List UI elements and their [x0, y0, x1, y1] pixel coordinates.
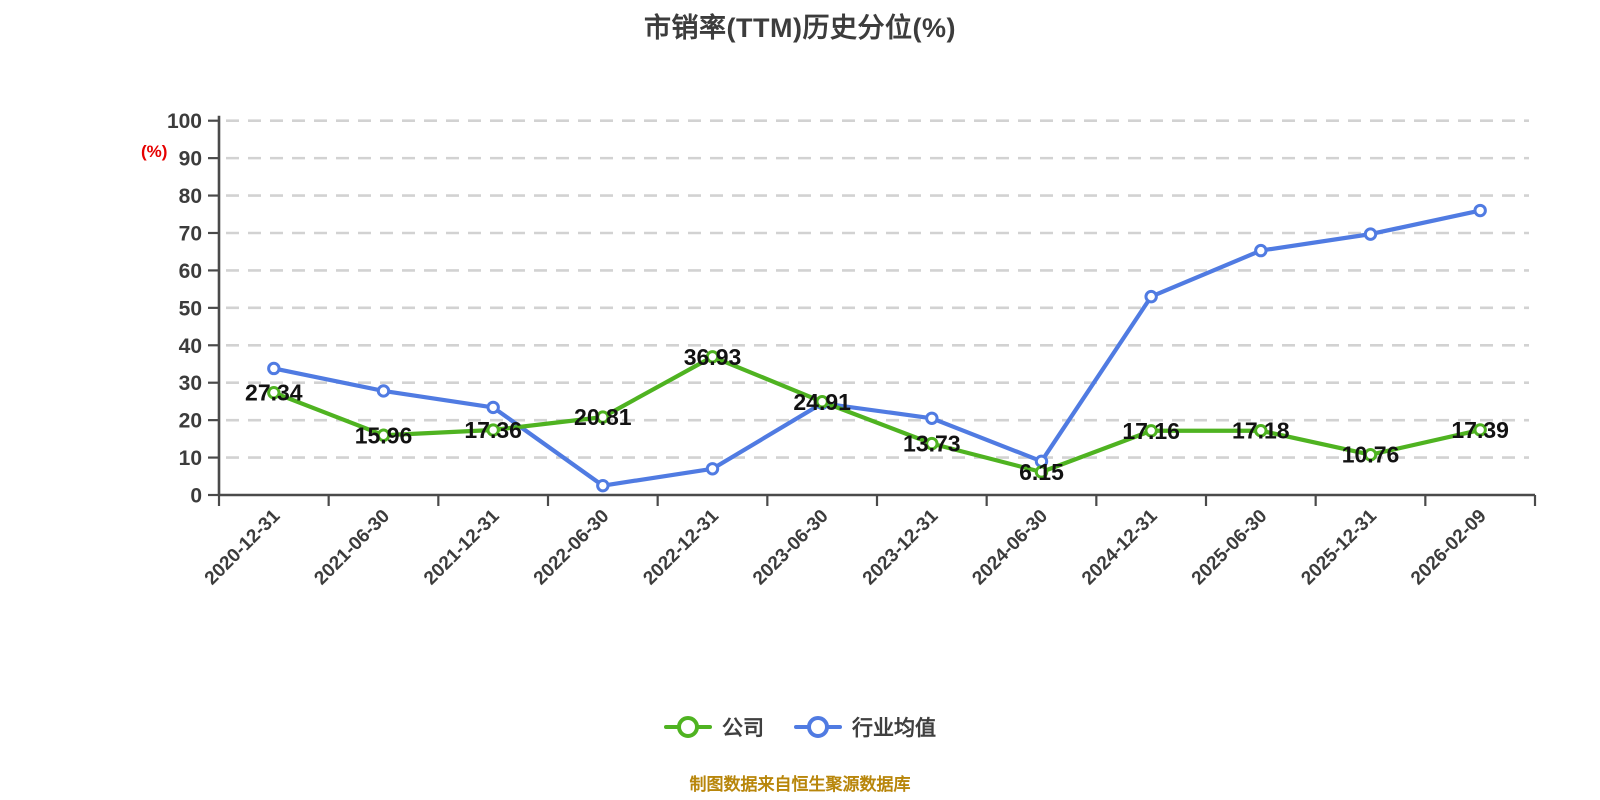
company-data-label: 10.76: [1342, 442, 1400, 468]
industry-series-line: [271, 208, 1483, 488]
data-source-note: 制图数据来自恒生聚源数据库: [689, 775, 911, 794]
x-axis-date-label: 2023-12-31: [859, 505, 943, 589]
y-axis-unit-label: (%): [141, 142, 168, 161]
company-data-label: 17.36: [464, 417, 522, 443]
y-axis-tick-label: 40: [179, 335, 202, 358]
company-data-point: [267, 385, 281, 400]
industry-data-point: [705, 462, 720, 476]
company-data-point: [815, 395, 829, 409]
y-axis-tick-label: 20: [179, 410, 202, 433]
x-axis-date-label: 2024-06-30: [968, 506, 1052, 590]
y-axis-tick-label: 30: [179, 372, 202, 395]
company-data-label: 17.18: [1232, 418, 1290, 444]
industry-legend-marker-icon: [794, 715, 842, 739]
company-data-point: [1144, 424, 1158, 438]
legend-item-company[interactable]: 公司: [664, 712, 764, 742]
company-legend-marker-icon: [664, 715, 712, 739]
company-data-label: 36.93: [684, 344, 742, 370]
company-data-point: [486, 423, 500, 437]
x-axis-date-label: 2025-06-30: [1188, 506, 1272, 590]
company-data-point: [596, 410, 610, 424]
industry-data-point: [1254, 243, 1268, 258]
company-data-label: 17.16: [1122, 418, 1180, 444]
company-data-label: 17.39: [1451, 417, 1509, 443]
x-axis-date-label: 2023-06-30: [749, 506, 833, 590]
company-data-point: [1254, 423, 1268, 438]
industry-data-point: [925, 411, 939, 425]
chart-legend: 公司 行业均值: [0, 712, 1600, 742]
company-series-line: [271, 354, 1483, 475]
company-data-label: 13.73: [903, 431, 961, 457]
y-axis-tick-label: 60: [179, 260, 202, 283]
x-axis-date-label: 2025-12-31: [1297, 505, 1381, 589]
x-axis-date-label: 2021-06-30: [310, 506, 394, 590]
industry-data-point: [376, 384, 391, 398]
x-axis-date-label: 2020-12-31: [201, 505, 285, 589]
y-axis-tick-label: 80: [179, 185, 202, 208]
industry-data-point: [486, 400, 500, 415]
company-data-point: [705, 350, 720, 364]
y-axis-tick-label: 90: [179, 148, 202, 171]
chart-title: 市销率(TTM)历史分位(%): [644, 13, 956, 43]
company-data-point: [1363, 448, 1378, 462]
industry-data-point: [1144, 289, 1158, 304]
legend-item-industry-average[interactable]: 行业均值: [794, 712, 936, 742]
y-axis-tick-label: 100: [167, 110, 202, 133]
company-data-label: 20.81: [574, 404, 632, 430]
y-axis-tick-label: 10: [179, 447, 202, 470]
industry-data-point: [596, 478, 610, 493]
x-axis-date-label: 2024-12-31: [1078, 505, 1162, 589]
x-axis-date-label: 2022-06-30: [530, 506, 614, 590]
company-data-label: 27.34: [245, 380, 303, 406]
x-axis-date-label: 2026-02-09: [1407, 506, 1491, 590]
legend-label-industry-average: 行业均值: [852, 717, 936, 740]
company-data-point: [925, 436, 939, 451]
company-data-label: 6.15: [1019, 459, 1064, 485]
company-data-point: [376, 428, 391, 442]
industry-data-point: [1473, 203, 1487, 218]
company-data-label: 15.96: [355, 422, 413, 448]
industry-data-point: [267, 361, 281, 376]
legend-label-company: 公司: [722, 717, 764, 740]
x-axis-date-label: 2021-12-31: [420, 505, 504, 589]
chart-canvas: 0 10 20 30 40 50 60 70 80 90 100 2020-12-31 2021-06-…: [167, 110, 1537, 590]
company-data-label: 24.91: [793, 389, 851, 415]
y-axis-tick-label: 0: [190, 485, 202, 508]
industry-data-point: [1363, 227, 1378, 241]
y-axis-tick-label: 50: [179, 297, 202, 320]
y-axis-tick-label: 70: [179, 222, 202, 245]
x-axis-date-label: 2022-12-31: [639, 505, 723, 589]
company-data-point: [1034, 465, 1049, 479]
company-data-point: [1473, 423, 1487, 437]
